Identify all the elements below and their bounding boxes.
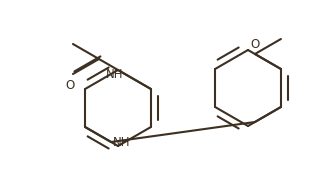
Text: NH: NH (113, 136, 130, 149)
Text: NH: NH (106, 67, 123, 81)
Text: O: O (65, 79, 74, 92)
Text: O: O (250, 38, 260, 51)
